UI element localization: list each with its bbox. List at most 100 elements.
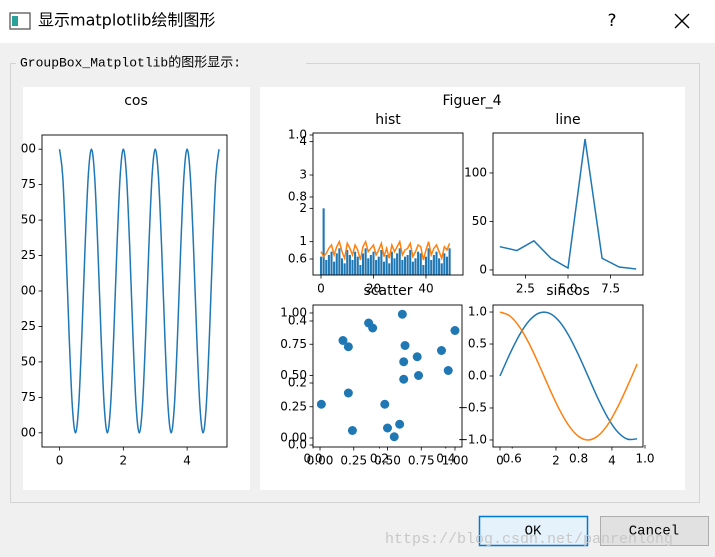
y-tick-label: 50 xyxy=(472,214,487,228)
axes-title: hist xyxy=(375,112,401,128)
group-box xyxy=(10,63,700,503)
bar xyxy=(430,260,433,275)
bar xyxy=(348,255,351,275)
y-tick-label: 0.25 xyxy=(280,399,307,413)
y-tick-label: 0.6 xyxy=(288,252,307,266)
x-tick-label: 0.6 xyxy=(503,452,522,466)
line xyxy=(58,148,220,434)
point xyxy=(338,336,348,345)
point xyxy=(450,326,460,335)
ok-label[interactable]: OK xyxy=(525,524,542,540)
bar xyxy=(351,260,354,275)
line xyxy=(499,138,637,270)
bar xyxy=(388,263,391,275)
cancel-label[interactable]: Cancel xyxy=(629,524,679,540)
bar xyxy=(445,256,449,275)
y-tick-label: 00 xyxy=(21,142,36,156)
y-tick-label: 0.50 xyxy=(280,368,307,382)
x-tick-label: 0 xyxy=(496,454,504,468)
cancel-button[interactable] xyxy=(600,516,709,546)
point xyxy=(343,388,353,398)
point xyxy=(380,399,390,409)
bar xyxy=(333,261,336,275)
y-tick-label: −1.0 xyxy=(458,432,487,446)
bar xyxy=(432,255,435,275)
ok-button[interactable] xyxy=(478,515,589,547)
point xyxy=(400,341,410,350)
bar xyxy=(361,253,365,275)
app-icon xyxy=(9,12,31,30)
axes-5: sincos 0 2 4 1.0 0.5 0.0 −0.5 −1.0 xyxy=(458,283,644,468)
help-button[interactable]: ? xyxy=(607,11,616,31)
bar xyxy=(414,258,417,275)
axes-title: line xyxy=(555,112,580,128)
bar xyxy=(396,253,399,275)
y-tick-label: 00 xyxy=(21,425,36,439)
line xyxy=(320,239,451,262)
bar xyxy=(369,255,372,275)
bar xyxy=(356,256,359,275)
x-tick-label: 2 xyxy=(120,454,128,468)
x-tick-label: 0.50 xyxy=(374,454,401,468)
x-tick-label: 4 xyxy=(183,454,191,468)
y-tick-label: 0.4 xyxy=(288,314,307,328)
bar xyxy=(319,256,323,275)
axes-face xyxy=(493,133,643,275)
point xyxy=(412,352,422,362)
x-tick-label: 40 xyxy=(418,282,433,296)
axes-title: scatter xyxy=(364,283,413,299)
x-tick-label: 0.25 xyxy=(340,454,367,468)
bar xyxy=(390,251,393,275)
y-tick-label: 25 xyxy=(21,319,36,333)
close-button[interactable] xyxy=(674,13,690,29)
axes-3: line 2.5 5.0 7.5 0 50 100 xyxy=(464,112,644,296)
bar xyxy=(401,260,404,275)
axes-frame xyxy=(312,304,463,448)
point xyxy=(443,366,453,375)
y-tick-label: 0.2 xyxy=(288,376,307,390)
x-tick-label: 0.00 xyxy=(307,454,334,468)
bar xyxy=(382,261,386,275)
point xyxy=(343,342,353,352)
point xyxy=(383,423,392,433)
axes-frame xyxy=(492,304,644,448)
x-tick-label: 0.75 xyxy=(408,454,435,468)
point xyxy=(347,426,357,435)
y-tick-label: 75 xyxy=(21,177,36,191)
point xyxy=(399,357,409,367)
bar xyxy=(377,256,380,275)
x-tick-label: 1.00 xyxy=(442,454,469,468)
x-tick-label: 2.5 xyxy=(516,282,535,296)
x-tick-label: 7.5 xyxy=(601,282,620,296)
x-tick-label: 0.0 xyxy=(303,452,322,466)
point xyxy=(414,371,424,380)
x-tick-label: 2 xyxy=(552,454,560,468)
y-tick-label: 1 xyxy=(299,234,307,248)
y-tick-label: 50 xyxy=(21,213,36,227)
bar xyxy=(443,253,446,275)
y-tick-label: 0.5 xyxy=(468,337,487,351)
x-tick-label: 0 xyxy=(317,282,325,296)
axes-face xyxy=(42,135,227,447)
axes-frame xyxy=(41,134,228,448)
bar xyxy=(340,258,344,275)
bar xyxy=(398,248,401,275)
x-tick-label: 1.0 xyxy=(635,452,654,466)
point xyxy=(397,309,407,319)
x-tick-label: 0.4 xyxy=(436,452,455,466)
axes-2: hist 0 20 40 1 2 3 4 xyxy=(299,112,464,296)
axes-0: cos 0 2 4 00 75 50 25 00 25 50 75 00 xyxy=(21,93,228,468)
y-tick-label: 0.0 xyxy=(288,438,307,452)
y-tick-label: 1.00 xyxy=(280,306,307,320)
point xyxy=(395,419,405,429)
bar xyxy=(335,253,338,275)
y-tick-label: 1.0 xyxy=(468,305,487,319)
bar xyxy=(359,265,362,275)
bar xyxy=(330,251,333,275)
bar xyxy=(422,265,425,275)
y-tick-label: 00 xyxy=(21,284,36,298)
y-tick-label: 2 xyxy=(299,201,307,215)
axes-1: Figuer_4 0.0 0.2 0.4 0.6 0.8 1.0 0.0 0.2 0.4 0.6 0.… xyxy=(288,93,655,466)
